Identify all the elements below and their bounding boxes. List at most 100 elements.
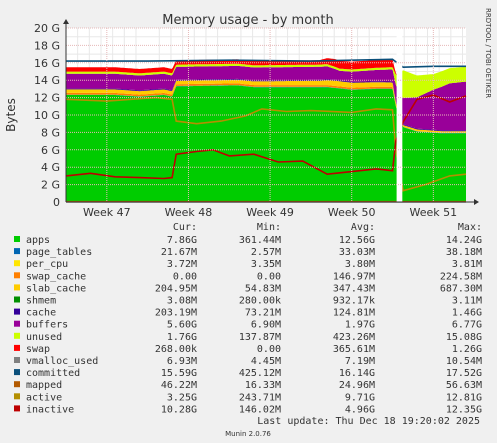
legend-min-unused: 137.87M <box>239 332 281 343</box>
legend-swatch-swap-cache <box>14 272 20 279</box>
legend-name-inactive: inactive <box>26 404 74 415</box>
y-axis-label: Bytes <box>4 98 18 132</box>
legend-cur-unused: 1.76G <box>167 332 197 343</box>
legend-swatch-apps <box>14 236 20 242</box>
legend-name-swap: swap <box>26 344 50 355</box>
legend-min-shmem: 280.00k <box>239 296 281 307</box>
legend-cur-shmem: 3.08M <box>167 296 197 307</box>
legend-swatch-mapped <box>14 381 20 388</box>
legend-swatch-buffers <box>14 320 20 327</box>
legend-swatch-page-tables <box>14 248 20 255</box>
legend-name-apps: apps <box>26 235 50 246</box>
legend-name-per-cpu: per_cpu <box>26 259 68 270</box>
legend-min-swap: 0.00 <box>257 344 281 355</box>
legend-avg-slab-cache: 347.43M <box>333 283 375 294</box>
legend-avg-per-cpu: 3.80M <box>345 259 375 270</box>
legend-cur-inactive: 10.28G <box>161 404 197 415</box>
legend-cur-cache: 203.19M <box>155 308 197 319</box>
legend-swatch-slab-cache <box>14 284 20 291</box>
legend-name-active: active <box>26 392 62 403</box>
legend-swatch-active <box>14 393 20 400</box>
y-tick-label: 18 G <box>34 39 60 52</box>
legend-avg-cache: 124.81M <box>333 308 375 319</box>
munin-version: Munin 2.0.76 <box>225 430 271 438</box>
rrdtool-watermark: RRDTOOL / TOBI OETIKER <box>484 8 492 98</box>
legend-header: Cur: <box>173 222 197 233</box>
x-axis-arrow <box>474 199 479 205</box>
legend-max-page-tables: 38.18M <box>446 247 482 258</box>
legend-max-active: 12.81G <box>446 392 482 403</box>
legend-swatch-vmalloc-used <box>14 357 20 363</box>
area-slab-cache <box>66 79 466 133</box>
x-tick-label: Week 50 <box>328 206 376 219</box>
legend-cur-apps: 7.86G <box>167 235 197 246</box>
legend-min-apps: 361.44M <box>239 235 281 246</box>
legend-cur-swap: 268.00k <box>155 344 197 355</box>
legend-max-shmem: 3.11M <box>452 296 482 307</box>
y-tick-label: 0 <box>53 196 60 209</box>
y-tick-label: 12 G <box>34 92 60 105</box>
y-tick-label: 6 G <box>41 144 60 157</box>
chart-title: Memory usage - by month <box>162 13 333 28</box>
y-tick-label: 4 G <box>41 161 60 174</box>
legend-header: Min: <box>257 222 281 233</box>
legend-max-committed: 17.52G <box>446 368 482 379</box>
legend-avg-swap: 365.61M <box>333 344 375 355</box>
legend-min-active: 243.71M <box>239 392 281 403</box>
y-tick-label: 20 G <box>34 22 60 35</box>
legend-name-committed: committed <box>26 368 80 379</box>
legend-name-vmalloc-used: vmalloc_used <box>26 356 98 367</box>
y-tick-label: 16 G <box>34 57 60 70</box>
legend-avg-buffers: 1.97G <box>345 320 375 331</box>
y-tick-label: 8 G <box>41 126 60 139</box>
x-tick-label: Week 47 <box>83 206 131 219</box>
legend-max-slab-cache: 687.30M <box>440 283 482 294</box>
legend-min-slab-cache: 54.83M <box>245 283 281 294</box>
legend-min-cache: 73.21M <box>245 308 281 319</box>
legend-min-buffers: 6.90M <box>251 320 281 331</box>
legend-name-cache: cache <box>26 308 56 319</box>
plot-area: 0 2 G 4 G 6 G 8 G 10 G 12 G 14 G 16 G 18 G 20 G Wee… <box>34 19 479 219</box>
legend-avg-committed: 16.14G <box>339 368 375 379</box>
legend-avg-mapped: 24.96M <box>339 380 375 391</box>
y-axis-arrow <box>63 19 69 24</box>
legend-max-inactive: 12.35G <box>446 404 482 415</box>
legend-avg-shmem: 932.17k <box>333 296 375 307</box>
legend-swatch-shmem <box>14 296 20 303</box>
legend-avg-active: 9.71G <box>345 392 375 403</box>
y-tick-label: 2 G <box>41 179 60 192</box>
legend-swatch-unused <box>14 332 20 339</box>
legend-name-unused: unused <box>26 332 62 343</box>
legend-avg-unused: 423.26M <box>333 332 375 343</box>
legend-min-page-tables: 2.57M <box>251 247 281 258</box>
legend-avg-swap-cache: 146.97M <box>333 271 375 282</box>
legend-cur-per-cpu: 3.72M <box>167 259 197 270</box>
legend-cur-slab-cache: 204.95M <box>155 283 197 294</box>
legend-cur-swap-cache: 0.00 <box>173 271 197 282</box>
legend-max-per-cpu: 3.81M <box>452 259 482 270</box>
x-tick-label: Week 51 <box>410 206 458 219</box>
legend-max-unused: 15.08G <box>446 332 482 343</box>
legend-swatch-inactive <box>14 405 20 412</box>
legend-cur-buffers: 5.60G <box>167 320 197 331</box>
legend-name-slab-cache: slab_cache <box>26 283 86 294</box>
legend-name-mapped: mapped <box>26 380 62 391</box>
area-unused <box>66 63 466 99</box>
legend-name-shmem: shmem <box>26 296 56 307</box>
legend-max-buffers: 6.77G <box>452 320 482 331</box>
legend-min-per-cpu: 3.35M <box>251 259 281 270</box>
legend-max-vmalloc-used: 10.54M <box>446 356 482 367</box>
legend-min-inactive: 146.02M <box>239 404 281 415</box>
legend-min-vmalloc-used: 4.45M <box>251 356 281 367</box>
legend-header: Max: <box>458 222 482 233</box>
legend-avg-apps: 12.56G <box>339 235 375 246</box>
legend-cur-committed: 15.59G <box>161 368 197 379</box>
legend-min-mapped: 16.33M <box>245 380 281 391</box>
legend-cur-vmalloc-used: 6.93M <box>167 356 197 367</box>
legend-max-swap-cache: 224.58M <box>440 271 482 282</box>
legend-cur-mapped: 46.22M <box>161 380 197 391</box>
data-gap <box>396 28 403 202</box>
legend-max-cache: 1.46G <box>452 308 482 319</box>
legend-header: Avg: <box>351 222 375 233</box>
